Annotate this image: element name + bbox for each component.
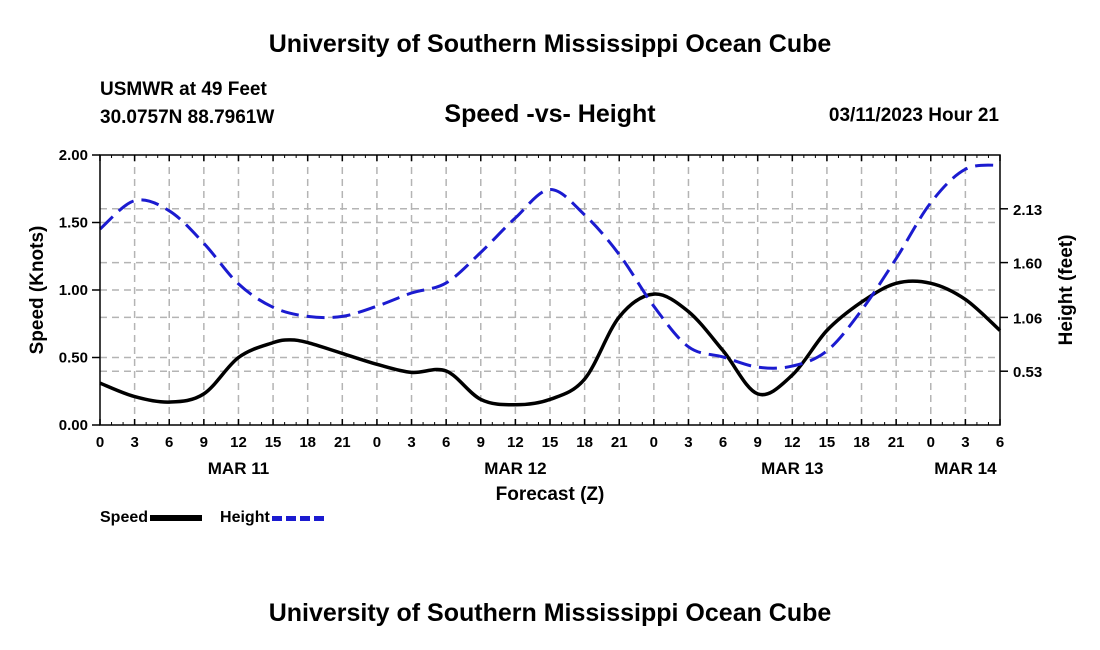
legend-swatch-speed: [150, 515, 203, 521]
x-tick-label: 21: [611, 434, 628, 451]
x-axis-ticks: 0 3 6 9 12 15 18 21 0 3 6 9 12 15 18 21 0 3 6 9 12 15 18 21 0 3 6 M…: [96, 155, 1004, 478]
y-tick-label: 1.50: [59, 215, 88, 232]
chart-grid: [100, 155, 1000, 425]
x-tick-label: 21: [334, 434, 351, 451]
x-date-label: MAR 14: [934, 459, 997, 478]
y-axis-ticks: 0.00 0.50 1.00 1.50 2.00: [59, 147, 100, 434]
legend-item-height: Height: [220, 509, 324, 527]
y2-tick-label: 0.53: [1013, 364, 1042, 381]
x-tick-label: 9: [754, 434, 762, 451]
y2-tick-label: 1.06: [1013, 310, 1042, 327]
x-tick-label: 15: [542, 434, 559, 451]
x-tick-label: 6: [719, 434, 727, 451]
chart-legend: Speed Height: [100, 509, 342, 527]
y2-tick-label: 2.13: [1013, 202, 1042, 219]
x-tick-label: 12: [507, 434, 524, 451]
station-info: USMWR at 49 Feet 30.0757N 88.7961W: [100, 76, 274, 132]
x-tick-label: 6: [442, 434, 450, 451]
y-tick-label: 0.00: [59, 417, 88, 434]
x-tick-label: 3: [684, 434, 692, 451]
x-tick-label: 0: [927, 434, 935, 451]
x-tick-label: 3: [407, 434, 415, 451]
x-tick-label: 0: [650, 434, 658, 451]
legend-swatch-height: [271, 515, 324, 521]
x-tick-label: 6: [996, 434, 1004, 451]
x-tick-label: 12: [230, 434, 247, 451]
x-tick-label: 12: [784, 434, 801, 451]
chart-subtitle: Speed -vs- Height: [444, 100, 656, 128]
x-tick-label: 6: [165, 434, 173, 451]
footer-title: University of Southern Mississippi Ocean…: [268, 599, 832, 627]
y-tick-label: 0.50: [59, 350, 88, 367]
x-axis-label: Forecast (Z): [496, 484, 605, 505]
legend-label-speed: Speed: [100, 509, 149, 526]
x-tick-label: 0: [373, 434, 381, 451]
x-tick-label: 0: [96, 434, 104, 451]
x-date-label: MAR 12: [484, 459, 546, 478]
x-tick-label: 18: [576, 434, 593, 451]
legend-label-height: Height: [220, 509, 270, 526]
x-tick-label: 15: [819, 434, 836, 451]
y2-tick-label: 1.60: [1013, 256, 1042, 273]
x-tick-label: 18: [299, 434, 316, 451]
x-date-label: MAR 13: [761, 459, 823, 478]
legend-item-speed: Speed: [100, 509, 203, 527]
x-tick-label: 21: [888, 434, 905, 451]
x-date-label: MAR 11: [208, 459, 269, 478]
y2-axis-label: Height (feet): [1056, 235, 1077, 346]
x-tick-label: 18: [853, 434, 870, 451]
y-tick-label: 2.00: [59, 147, 88, 164]
y2-axis-ticks: 0.53 1.06 1.60 2.13: [1000, 202, 1042, 381]
plot-frame: [99, 154, 1001, 426]
x-tick-label: 9: [200, 434, 208, 451]
station-name: USMWR at 49 Feet: [100, 79, 267, 100]
station-coords: 30.0757N 88.7961W: [100, 107, 275, 128]
speed-series-line: [99, 279, 1002, 407]
forecast-datetime: 03/11/2023 Hour 21: [828, 105, 999, 126]
height-series-line: [99, 163, 1001, 370]
y-axis-label: Speed (Knots): [27, 226, 48, 355]
page-title: University of Southern Mississippi Ocean…: [268, 30, 832, 58]
x-tick-label: 15: [265, 434, 282, 451]
x-tick-label: 3: [961, 434, 969, 451]
x-tick-label: 9: [477, 434, 485, 451]
y-tick-label: 1.00: [59, 282, 88, 299]
x-tick-label: 3: [130, 434, 138, 451]
